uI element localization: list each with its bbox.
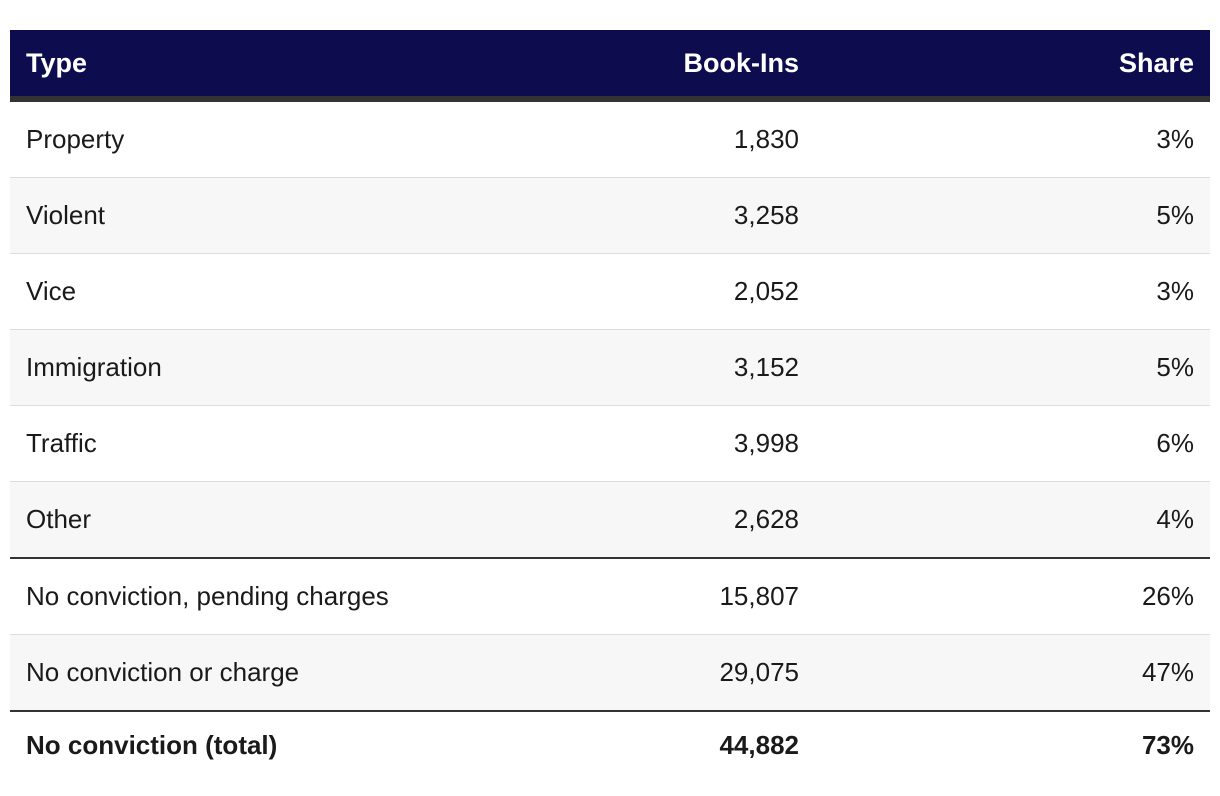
table-row: Other 2,628 4% (10, 481, 1210, 559)
book-ins-cell: 3,152 (610, 329, 815, 406)
share-cell: 26% (815, 558, 1210, 635)
book-ins-cell: 3,258 (610, 177, 815, 254)
column-header-type: Type (10, 30, 610, 102)
share-cell: 47% (815, 634, 1210, 712)
table-row: No conviction or charge 29,075 47% (10, 634, 1210, 712)
book-ins-cell: 1,830 (610, 99, 815, 178)
column-header-book-ins: Book-Ins (610, 30, 815, 102)
table-row: Traffic 3,998 6% (10, 405, 1210, 482)
table-row: Property 1,830 3% (10, 99, 1210, 178)
table-row: Immigration 3,152 5% (10, 329, 1210, 406)
book-ins-table: Type Book-Ins Share Property 1,830 3% Vi… (10, 30, 1210, 778)
total-type-cell: No conviction (total) (10, 711, 610, 778)
share-cell: 3% (815, 99, 1210, 178)
type-cell: Property (10, 99, 610, 178)
table-row: Vice 2,052 3% (10, 253, 1210, 330)
type-cell: No conviction, pending charges (10, 558, 610, 635)
type-cell: Immigration (10, 329, 610, 406)
column-header-share: Share (815, 30, 1210, 102)
book-ins-cell: 3,998 (610, 405, 815, 482)
type-cell: No conviction or charge (10, 634, 610, 712)
type-cell: Vice (10, 253, 610, 330)
share-cell: 5% (815, 329, 1210, 406)
type-cell: Other (10, 481, 610, 559)
total-row: No conviction (total) 44,882 73% (10, 711, 1210, 778)
share-cell: 6% (815, 405, 1210, 482)
table-header: Type Book-Ins Share (10, 30, 1210, 102)
total-share-cell: 73% (815, 711, 1210, 778)
total-book-ins-cell: 44,882 (610, 711, 815, 778)
type-cell: Traffic (10, 405, 610, 482)
table-row: No conviction, pending charges 15,807 26… (10, 558, 1210, 635)
book-ins-cell: 2,628 (610, 481, 815, 559)
book-ins-table-container: Type Book-Ins Share Property 1,830 3% Vi… (10, 30, 1210, 778)
book-ins-cell: 29,075 (610, 634, 815, 712)
share-cell: 5% (815, 177, 1210, 254)
share-cell: 4% (815, 481, 1210, 559)
table-body: Property 1,830 3% Violent 3,258 5% Vice … (10, 99, 1210, 778)
book-ins-cell: 2,052 (610, 253, 815, 330)
share-cell: 3% (815, 253, 1210, 330)
table-row: Violent 3,258 5% (10, 177, 1210, 254)
header-row: Type Book-Ins Share (10, 30, 1210, 102)
book-ins-cell: 15,807 (610, 558, 815, 635)
type-cell: Violent (10, 177, 610, 254)
